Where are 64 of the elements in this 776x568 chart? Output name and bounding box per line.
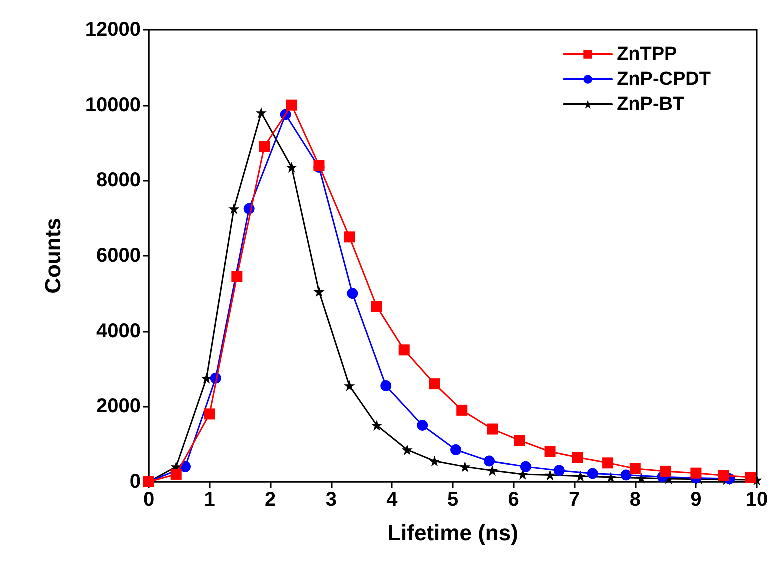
point (232, 271, 243, 282)
point (575, 470, 586, 482)
point (344, 232, 356, 243)
legend-label: ZnP-CPDT (617, 69, 712, 90)
point (372, 301, 382, 312)
y-tick-label: 2000 (96, 396, 141, 418)
point (487, 465, 498, 476)
point (256, 107, 267, 118)
x-tick-label: 0 (143, 489, 155, 511)
legend-label: ZnTPP (617, 44, 678, 65)
point (347, 288, 358, 300)
point (170, 468, 182, 480)
point (554, 465, 565, 476)
y-tick-label: 0 (130, 471, 141, 493)
x-axis-title: Lifetime (ns) (388, 520, 518, 546)
y-tick-label: 8000 (96, 170, 141, 192)
point (259, 141, 270, 152)
point (690, 468, 702, 479)
point (344, 380, 356, 392)
x-tick-label: 7 (569, 489, 580, 511)
point (544, 470, 556, 481)
point (630, 463, 641, 474)
point (417, 420, 428, 431)
y-tick-label: 12000 (85, 19, 141, 41)
y-tick-label: 10000 (85, 94, 141, 116)
y-tick-label: 6000 (96, 245, 141, 267)
x-tick-label: 3 (326, 489, 337, 511)
x-tick-label: 10 (746, 489, 768, 511)
x-tick-label: 1 (204, 489, 216, 511)
x-tick-label: 2 (265, 489, 276, 511)
point (402, 444, 413, 456)
point (372, 420, 382, 431)
point (204, 408, 216, 420)
point (380, 380, 392, 392)
x-tick-label: 8 (630, 489, 641, 511)
point (544, 446, 556, 458)
x-tick-label: 9 (690, 489, 702, 511)
point (745, 472, 756, 483)
point (514, 435, 526, 446)
point (606, 472, 617, 483)
point (429, 378, 440, 390)
point (520, 461, 532, 472)
y-axis-title: Counts (40, 218, 66, 294)
point (587, 468, 598, 480)
point (602, 458, 614, 469)
y-tick-label: 4000 (96, 320, 141, 342)
point (460, 461, 471, 472)
point (484, 456, 495, 467)
point (314, 286, 325, 298)
point (286, 100, 298, 111)
x-tick-label: 5 (447, 489, 459, 511)
x-tick-label: 6 (508, 489, 520, 511)
point (286, 162, 298, 173)
point (620, 470, 632, 481)
point (228, 203, 240, 214)
point (487, 424, 498, 435)
x-tick-label: 4 (386, 489, 399, 511)
point (450, 444, 462, 456)
legend-label: ZnP-BT (617, 94, 685, 115)
point (456, 404, 468, 416)
point (398, 344, 410, 356)
point (660, 466, 672, 477)
point (572, 452, 584, 464)
point (429, 456, 440, 467)
